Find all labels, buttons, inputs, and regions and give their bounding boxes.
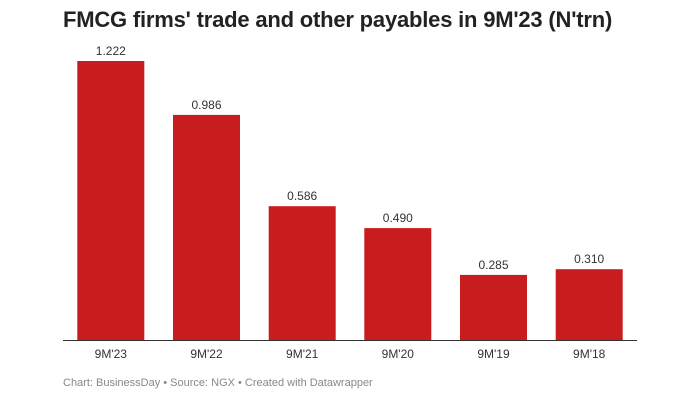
bar-6 — [555, 269, 623, 340]
bar-2 — [173, 114, 240, 341]
value-label-6: 0.310 — [574, 252, 604, 266]
value-label-4: 0.490 — [383, 211, 413, 225]
bars-layer — [77, 61, 623, 341]
x-tick-label-1: 9M'23 — [95, 347, 128, 361]
chart-title: FMCG firms' trade and other payables in … — [63, 7, 613, 32]
x-tick-label-6: 9M'18 — [573, 347, 606, 361]
value-label-5: 0.285 — [478, 258, 508, 272]
bar-4 — [364, 228, 432, 340]
bar-5 — [460, 274, 527, 340]
value-labels-layer: 1.222 0.986 0.586 0.490 0.285 0.310 — [96, 44, 605, 272]
x-tick-labels: 9M'23 9M'22 9M'21 9M'20 9M'19 9M'18 — [95, 347, 606, 361]
bar-3 — [268, 206, 336, 340]
x-tick-label-4: 9M'20 — [382, 347, 415, 361]
chart-footer: Chart: BusinessDay • Source: NGX • Creat… — [63, 377, 373, 389]
bar-1 — [77, 61, 145, 340]
x-tick-label-5: 9M'19 — [477, 347, 510, 361]
value-label-3: 0.586 — [287, 189, 317, 203]
value-label-1: 1.222 — [96, 44, 126, 58]
x-tick-label-2: 9M'22 — [190, 347, 223, 361]
value-label-2: 0.986 — [191, 98, 221, 112]
x-tick-label-3: 9M'21 — [286, 347, 319, 361]
